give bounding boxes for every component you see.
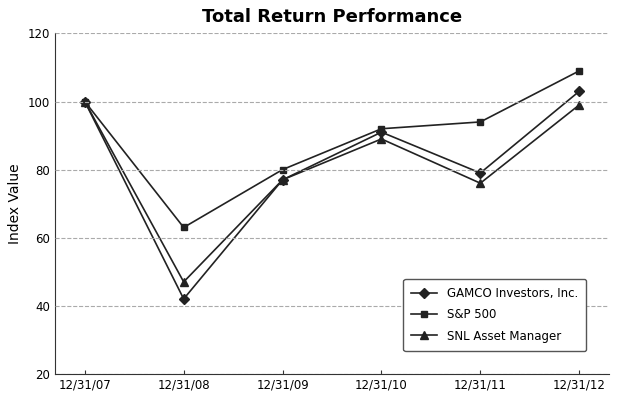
GAMCO Investors, Inc. xyxy=(476,170,484,175)
SNL Asset Manager xyxy=(279,177,286,182)
GAMCO Investors, Inc. xyxy=(575,89,583,94)
S&P 500 xyxy=(575,68,583,73)
S&P 500 xyxy=(378,126,385,131)
GAMCO Investors, Inc. xyxy=(279,177,286,182)
Title: Total Return Performance: Total Return Performance xyxy=(202,8,462,26)
GAMCO Investors, Inc. xyxy=(180,296,187,301)
Line: S&P 500: S&P 500 xyxy=(82,68,583,231)
SNL Asset Manager xyxy=(476,181,484,186)
GAMCO Investors, Inc. xyxy=(378,130,385,134)
Y-axis label: Index Value: Index Value xyxy=(8,163,22,244)
SNL Asset Manager xyxy=(378,136,385,141)
GAMCO Investors, Inc. xyxy=(81,99,88,104)
Legend: GAMCO Investors, Inc., S&P 500, SNL Asset Manager: GAMCO Investors, Inc., S&P 500, SNL Asse… xyxy=(403,279,586,351)
Line: GAMCO Investors, Inc.: GAMCO Investors, Inc. xyxy=(82,88,583,302)
S&P 500 xyxy=(81,99,88,104)
SNL Asset Manager xyxy=(180,280,187,284)
S&P 500 xyxy=(476,120,484,124)
SNL Asset Manager xyxy=(575,102,583,107)
SNL Asset Manager xyxy=(81,99,88,104)
Line: SNL Asset Manager: SNL Asset Manager xyxy=(80,97,583,286)
S&P 500 xyxy=(279,167,286,172)
S&P 500 xyxy=(180,225,187,230)
